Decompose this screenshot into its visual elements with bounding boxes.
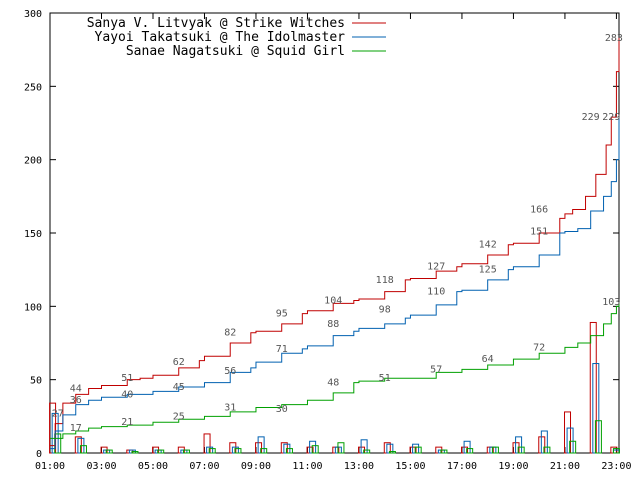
y-tick-label: 250: [24, 82, 42, 93]
data-label: 142: [479, 240, 497, 251]
hourly-bar: [260, 448, 268, 454]
x-tick-label: 13:00: [344, 461, 374, 472]
data-label: 125: [479, 265, 497, 276]
x-tick-label: 09:00: [241, 461, 271, 472]
data-label: 27: [52, 408, 64, 419]
y-tick-label: 150: [24, 229, 42, 240]
x-tick-label: 11:00: [292, 461, 322, 472]
x-tick-label: 03:00: [86, 461, 116, 472]
data-label: 118: [376, 275, 394, 286]
y-tick-label: 200: [24, 156, 42, 167]
data-label: 44: [70, 383, 82, 394]
hourly-bar: [612, 448, 620, 454]
y-tick-label: 0: [36, 449, 42, 460]
data-label: 30: [276, 404, 288, 415]
data-label: 51: [121, 373, 133, 384]
legend-label: Sanae Nagatsuki @ Squid Girl: [126, 44, 345, 59]
data-label: 110: [427, 287, 445, 298]
data-label: 229: [602, 112, 620, 123]
data-label: 283: [605, 33, 623, 44]
data-label: 51: [379, 373, 391, 384]
data-label: 88: [327, 319, 339, 330]
data-label: 48: [327, 378, 339, 389]
data-label: 25: [173, 411, 185, 422]
data-label: 57: [430, 364, 442, 375]
data-label: 127: [427, 262, 445, 273]
data-label: 40: [121, 389, 133, 400]
hourly-bar: [208, 448, 216, 454]
data-label: 21: [121, 417, 133, 428]
legend-label: Sanya V. Litvyak @ Strike Witches: [87, 16, 345, 31]
x-tick-label: 01:00: [35, 461, 65, 472]
data-label: 62: [173, 357, 185, 368]
x-tick-label: 05:00: [138, 461, 168, 472]
hourly-bar: [440, 449, 448, 454]
data-labels: 44 51 62 82 95 104 118 127 142 166 229 283 27 36 40 45 5…: [52, 33, 623, 434]
hourly-bar: [491, 446, 499, 454]
series-line: [50, 37, 620, 447]
x-tick-label: 07:00: [189, 461, 219, 472]
hourly-bar: [79, 445, 87, 454]
hourly-bar: [337, 442, 345, 454]
data-label: 71: [276, 344, 288, 355]
hourly-bar: [157, 449, 165, 454]
y-tick-label: 300: [24, 9, 42, 20]
hourly-bar: [466, 448, 474, 454]
hourly-bar: [131, 451, 139, 454]
hourly-bar: [363, 449, 371, 454]
y-tick-label: 100: [24, 302, 42, 313]
data-label: 31: [224, 403, 236, 414]
x-tick-label: 19:00: [498, 461, 528, 472]
data-label: 64: [482, 354, 494, 365]
hourly-bar: [311, 445, 319, 454]
data-label: 151: [530, 227, 548, 238]
data-label: 104: [324, 295, 342, 306]
hourly-bar: [105, 449, 113, 454]
y-tick-label: 50: [30, 376, 42, 387]
data-label: 36: [70, 395, 82, 406]
data-label: 166: [530, 205, 548, 216]
x-tick-label: 15:00: [395, 461, 425, 472]
data-label: 17: [70, 423, 82, 434]
legend-label: Yayoi Takatsuki @ The Idolmaster: [95, 30, 346, 45]
hourly-bar: [569, 440, 577, 454]
series-line: [50, 301, 620, 439]
hourly-bar: [285, 448, 293, 454]
hourly-bar: [414, 446, 422, 454]
y-axis: 0 50 100 150 200 250 300: [24, 9, 619, 460]
data-label: 82: [224, 328, 236, 339]
series-lines: [50, 37, 620, 450]
x-tick-label: 21:00: [550, 461, 580, 472]
data-label: 103: [602, 297, 620, 308]
data-label: 229: [582, 112, 600, 123]
hourly-bar: [543, 446, 551, 454]
x-axis: 01:00 03:00 05:00 07:00 09:00 11:00 13:00 15:00…: [35, 13, 631, 472]
x-tick-label: 23:00: [601, 461, 631, 472]
data-label: 72: [533, 342, 545, 353]
hourly-bar: [388, 451, 396, 454]
hourly-bar: [594, 420, 602, 454]
hourly-bar: [517, 446, 525, 454]
data-label: 45: [173, 382, 185, 393]
hourly-bar: [182, 449, 190, 454]
data-label: 56: [224, 366, 236, 377]
data-label: 98: [379, 304, 391, 315]
x-tick-label: 17:00: [447, 461, 477, 472]
data-label: 95: [276, 309, 288, 320]
series-line: [50, 117, 620, 450]
hourly-bar: [234, 448, 242, 454]
